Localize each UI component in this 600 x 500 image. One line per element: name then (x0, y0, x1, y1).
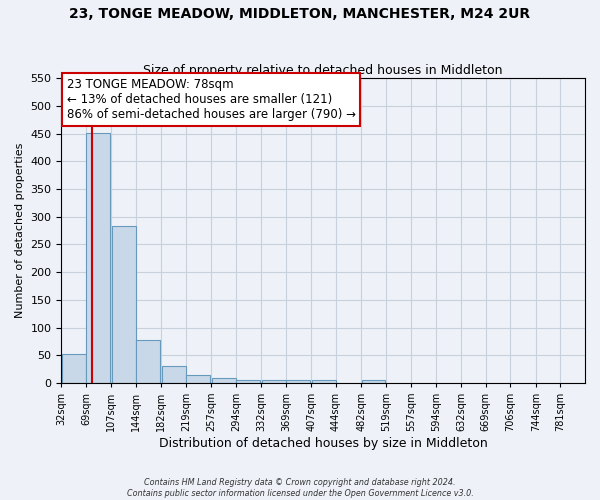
Bar (362, 380, 385, 383)
X-axis label: Distribution of detached houses by size in Middleton: Distribution of detached houses by size … (159, 437, 488, 450)
Bar (262, 380, 286, 383)
Y-axis label: Number of detached properties: Number of detached properties (15, 143, 25, 318)
Text: 23 TONGE MEADOW: 78sqm
← 13% of detached houses are smaller (121)
86% of semi-de: 23 TONGE MEADOW: 78sqm ← 13% of detached… (67, 78, 356, 121)
Bar (286, 380, 310, 383)
Bar (212, 378, 236, 383)
Bar (311, 380, 335, 383)
Bar (136, 340, 160, 383)
Title: Size of property relative to detached houses in Middleton: Size of property relative to detached ho… (143, 64, 503, 77)
Text: 23, TONGE MEADOW, MIDDLETON, MANCHESTER, M24 2UR: 23, TONGE MEADOW, MIDDLETON, MANCHESTER,… (70, 8, 530, 22)
Bar (161, 366, 185, 383)
Bar (62, 354, 86, 383)
Bar (86, 133, 110, 383)
Bar (187, 375, 210, 383)
Text: Contains HM Land Registry data © Crown copyright and database right 2024.
Contai: Contains HM Land Registry data © Crown c… (127, 478, 473, 498)
Bar (236, 380, 260, 383)
Bar (112, 226, 136, 383)
